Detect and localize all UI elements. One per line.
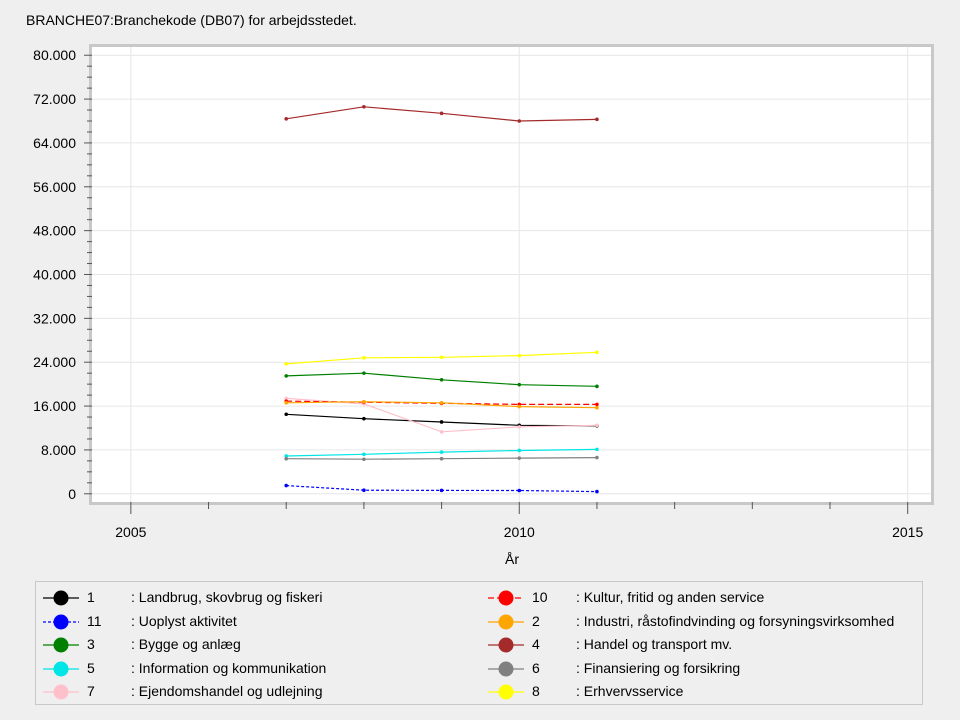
data-point-10 bbox=[595, 402, 599, 407]
legend-swatch-11 bbox=[43, 614, 79, 629]
data-point-8 bbox=[517, 353, 522, 358]
data-point-5 bbox=[517, 448, 522, 453]
data-point-2 bbox=[517, 404, 522, 409]
data-point-11 bbox=[362, 488, 366, 493]
x-tick-label: 2010 bbox=[504, 524, 535, 540]
data-point-2 bbox=[362, 399, 366, 404]
y-axis: 0 8.000 16.000 24.000 32.000 40.000 48.000 56.0… bbox=[33, 47, 92, 502]
data-point-4 bbox=[439, 111, 444, 116]
data-point-2 bbox=[439, 400, 444, 405]
legend-code: 10 bbox=[532, 589, 548, 605]
legend-swatch-8 bbox=[488, 684, 524, 700]
data-point-1 bbox=[439, 420, 444, 424]
legend-code: 7 bbox=[87, 683, 95, 699]
legend-swatch-7 bbox=[43, 684, 79, 700]
data-point-2 bbox=[284, 400, 289, 405]
data-point-11 bbox=[439, 488, 444, 493]
legend-code: 6 bbox=[532, 659, 540, 676]
data-point-6 bbox=[595, 455, 599, 460]
data-point-4 bbox=[595, 117, 599, 122]
chart-title: BRANCHE07:Branchekode (DB07) for arbejds… bbox=[26, 12, 357, 28]
legend-code: 1 bbox=[87, 589, 95, 605]
data-point-7 bbox=[517, 425, 522, 429]
series-lines bbox=[284, 104, 599, 494]
data-point-8 bbox=[362, 356, 366, 360]
data-point-3 bbox=[439, 377, 444, 382]
data-point-5 bbox=[439, 450, 444, 454]
legend-swatch-6 bbox=[488, 661, 524, 676]
data-point-4 bbox=[517, 119, 522, 123]
data-point-5 bbox=[362, 452, 366, 457]
data-point-3 bbox=[517, 382, 522, 387]
data-point-8 bbox=[595, 350, 599, 355]
y-tick-label: 24.000 bbox=[33, 354, 76, 370]
legend-code: 11 bbox=[87, 612, 102, 629]
legend-label: : Finansiering og forsikring bbox=[576, 659, 741, 676]
y-tick-label: 48.000 bbox=[33, 223, 76, 239]
data-point-2 bbox=[595, 405, 599, 410]
data-point-11 bbox=[595, 489, 599, 494]
data-point-6 bbox=[517, 456, 522, 460]
data-point-3 bbox=[284, 374, 289, 378]
data-point-8 bbox=[439, 355, 444, 360]
legend: 1 : Landbrug, skovbrug og fiskeri 10 : Kult… bbox=[35, 581, 923, 705]
legend-code: 8 bbox=[532, 683, 540, 699]
legend-swatch-2 bbox=[488, 614, 524, 629]
x-axis: 2005 2010 2015 bbox=[115, 502, 923, 540]
data-point-8 bbox=[284, 362, 289, 366]
data-point-5 bbox=[595, 447, 599, 452]
legend-label: : Kultur, fritid og anden service bbox=[576, 589, 765, 605]
y-tick-label: 80.000 bbox=[33, 47, 76, 63]
legend-swatch-3 bbox=[43, 637, 79, 653]
x-tick-label: 2005 bbox=[115, 524, 146, 540]
legend-swatch-1 bbox=[43, 590, 79, 606]
data-point-5 bbox=[284, 454, 289, 458]
legend-label: : Bygge og anlæg bbox=[131, 636, 241, 652]
data-point-4 bbox=[284, 117, 289, 121]
legend-label: : Ejendomshandel og udlejning bbox=[131, 683, 323, 699]
legend-label: : Information og kommunikation bbox=[131, 659, 327, 676]
legend-swatch-4 bbox=[488, 637, 524, 653]
legend-swatch-10 bbox=[488, 590, 524, 606]
y-tick-label: 56.000 bbox=[33, 179, 76, 195]
y-tick-label: 40.000 bbox=[33, 267, 76, 283]
data-point-1 bbox=[284, 412, 289, 417]
legend-code: 3 bbox=[87, 636, 95, 652]
x-tick-label: 2015 bbox=[892, 524, 923, 540]
data-point-7 bbox=[284, 396, 289, 401]
data-point-4 bbox=[362, 104, 366, 109]
y-tick-label: 8.000 bbox=[41, 442, 76, 458]
data-point-1 bbox=[362, 416, 366, 421]
y-tick-label: 32.000 bbox=[33, 310, 76, 326]
data-point-6 bbox=[439, 456, 444, 461]
legend-label: : Industri, råstofindvinding og forsynin… bbox=[576, 612, 895, 629]
data-point-6 bbox=[284, 456, 289, 461]
legend-code: 5 bbox=[87, 659, 95, 676]
legend-label: : Uoplyst aktivitet bbox=[131, 612, 237, 629]
y-tick-label: 0 bbox=[68, 486, 76, 502]
data-point-6 bbox=[362, 457, 366, 462]
y-tick-label: 72.000 bbox=[33, 91, 76, 107]
data-point-7 bbox=[439, 430, 444, 434]
y-tick-label: 16.000 bbox=[33, 398, 76, 414]
legend-swatch-5 bbox=[43, 661, 79, 676]
x-axis-label: År bbox=[505, 551, 519, 567]
data-point-3 bbox=[362, 371, 366, 375]
legend-label: : Handel og transport mv. bbox=[576, 636, 733, 652]
legend-label: : Erhvervsservice bbox=[576, 683, 684, 699]
line-chart: 0 8.000 16.000 24.000 32.000 40.000 48.000 56.0… bbox=[33, 44, 934, 567]
data-point-7 bbox=[595, 423, 599, 428]
data-point-11 bbox=[284, 483, 289, 488]
legend-code: 4 bbox=[532, 636, 540, 652]
legend-code: 2 bbox=[532, 612, 540, 629]
data-point-3 bbox=[595, 384, 599, 389]
y-tick-label: 64.000 bbox=[33, 135, 76, 151]
legend-label: : Landbrug, skovbrug og fiskeri bbox=[131, 589, 323, 605]
data-point-11 bbox=[517, 488, 522, 493]
